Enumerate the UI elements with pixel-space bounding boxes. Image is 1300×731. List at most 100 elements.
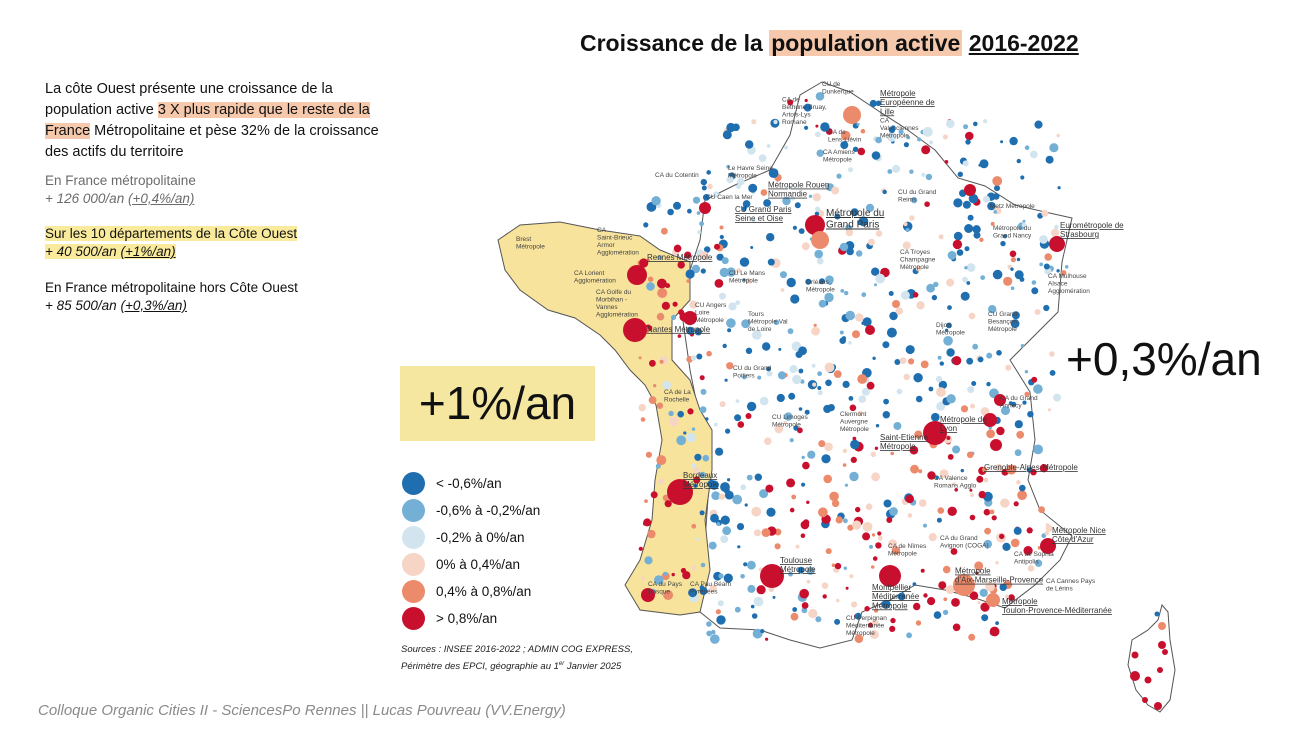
epci-dot (752, 628, 763, 639)
epci-dot (798, 228, 805, 235)
epci-dot (720, 535, 729, 544)
epci-dot (916, 301, 925, 310)
city-label-line: Métropole Nice (1052, 526, 1106, 535)
epci-dot (992, 269, 1003, 280)
epci-dot (719, 234, 724, 240)
epci-dot (831, 563, 836, 567)
epci-dot (1010, 319, 1020, 328)
city-label: CA du Pays Basque (648, 581, 683, 595)
epci-dot (1009, 250, 1017, 258)
epci-dot (969, 591, 979, 600)
epci-dot (1031, 376, 1038, 383)
epci-dot (696, 211, 701, 215)
epci-dot (968, 312, 976, 320)
epci-dot (964, 246, 970, 252)
city-label-line: CA du Pays (648, 581, 683, 588)
epci-dot (875, 230, 883, 237)
epci-dot (644, 556, 653, 565)
city-label-line: CA Mulhouse (1048, 273, 1087, 280)
epci-dot (952, 445, 961, 454)
metro-dot (627, 265, 647, 285)
epci-dot (971, 381, 977, 386)
legend-item: 0% à 0,4%/an (402, 551, 540, 578)
metro-dot (699, 202, 711, 214)
epci-dot (872, 556, 878, 561)
city-label-line: CU Grand (988, 311, 1018, 318)
epci-dot (954, 488, 958, 492)
epci-dot (759, 396, 769, 406)
epci-dot (811, 326, 820, 336)
epci-dot (761, 528, 771, 537)
epci-dot (1008, 594, 1015, 601)
epci-dot (735, 300, 741, 306)
sources-line2: Périmètre des EPCI, géographie au 1 (401, 661, 559, 673)
epci-dot (824, 362, 835, 373)
city-label-line: CA Lorient (574, 270, 605, 277)
footer-credit: Colloque Organic Cities II - SciencesPo … (38, 702, 566, 719)
epci-dot (1154, 611, 1160, 617)
epci-dot (801, 482, 806, 487)
epci-dot (757, 375, 762, 380)
city-label: CA Valence Romans Agglo (934, 475, 977, 489)
epci-dot (840, 141, 849, 150)
epci-dot (753, 596, 764, 607)
epci-dot (936, 401, 946, 411)
epci-dot (792, 225, 798, 230)
epci-dot (983, 477, 989, 483)
epci-dot (700, 178, 707, 186)
epci-dot (736, 523, 745, 531)
city-label: CA du Grand Avignon (COGA) (940, 535, 989, 549)
epci-dot (848, 341, 852, 345)
epci-dot (790, 294, 800, 304)
city-label-line: Métropole du (993, 225, 1031, 232)
city-label-line: CA de Sophia (1014, 551, 1054, 558)
epci-dot (871, 472, 880, 482)
epci-dot (788, 186, 792, 190)
epci-dot (641, 576, 645, 581)
epci-dot (999, 583, 1007, 591)
epci-dot (714, 279, 724, 288)
city-label-gpso: CU Grand Paris Seine et Oise (735, 205, 791, 223)
epci-dot (1027, 565, 1035, 572)
epci-dot (638, 546, 643, 551)
epci-dot (659, 359, 664, 364)
epci-dot (706, 630, 713, 637)
epci-dot (915, 265, 922, 272)
epci-dot (867, 238, 875, 246)
city-label-line: Orléans (806, 279, 830, 286)
stat-rest-of-france: En France métropolitaine hors Côte Ouest… (45, 279, 298, 315)
city-label-line: Morbihan - (596, 296, 627, 303)
epci-dot (800, 533, 806, 538)
epci-dot (850, 208, 859, 217)
sources-line2-end: Janvier 2025 (564, 661, 622, 673)
stat-france: En France métropolitaine + 126 000/an (+… (45, 172, 196, 208)
epci-dot (946, 322, 952, 329)
epci-dot (874, 608, 879, 613)
epci-dot (849, 404, 857, 412)
epci-dot (655, 463, 661, 469)
city-label: CA Golfe du Morbihan -Vannes Agglomération (596, 289, 638, 318)
epci-dot (870, 565, 875, 569)
epci-dot (827, 404, 835, 412)
epci-dot (986, 429, 995, 439)
epci-dot (742, 374, 747, 380)
epci-dot (842, 448, 848, 454)
epci-dot (896, 388, 903, 395)
epci-dot (897, 592, 906, 601)
city-label-line: CU Limoges (772, 414, 809, 421)
epci-dot (673, 244, 682, 253)
epci-dot (1049, 143, 1059, 153)
epci-dot (734, 414, 742, 422)
epci-dot (888, 291, 894, 296)
title-years: 2016-2022 (968, 30, 1079, 56)
metro-dot (865, 325, 875, 335)
epci-dot (801, 607, 808, 614)
epci-dot (814, 249, 823, 259)
epci-dot (817, 257, 824, 265)
epci-dot (995, 463, 1003, 472)
epci-dot (854, 634, 864, 643)
epci-dot (774, 424, 784, 434)
epci-dot (882, 189, 887, 195)
epci-dot (857, 220, 862, 225)
epci-dot (1024, 145, 1030, 150)
